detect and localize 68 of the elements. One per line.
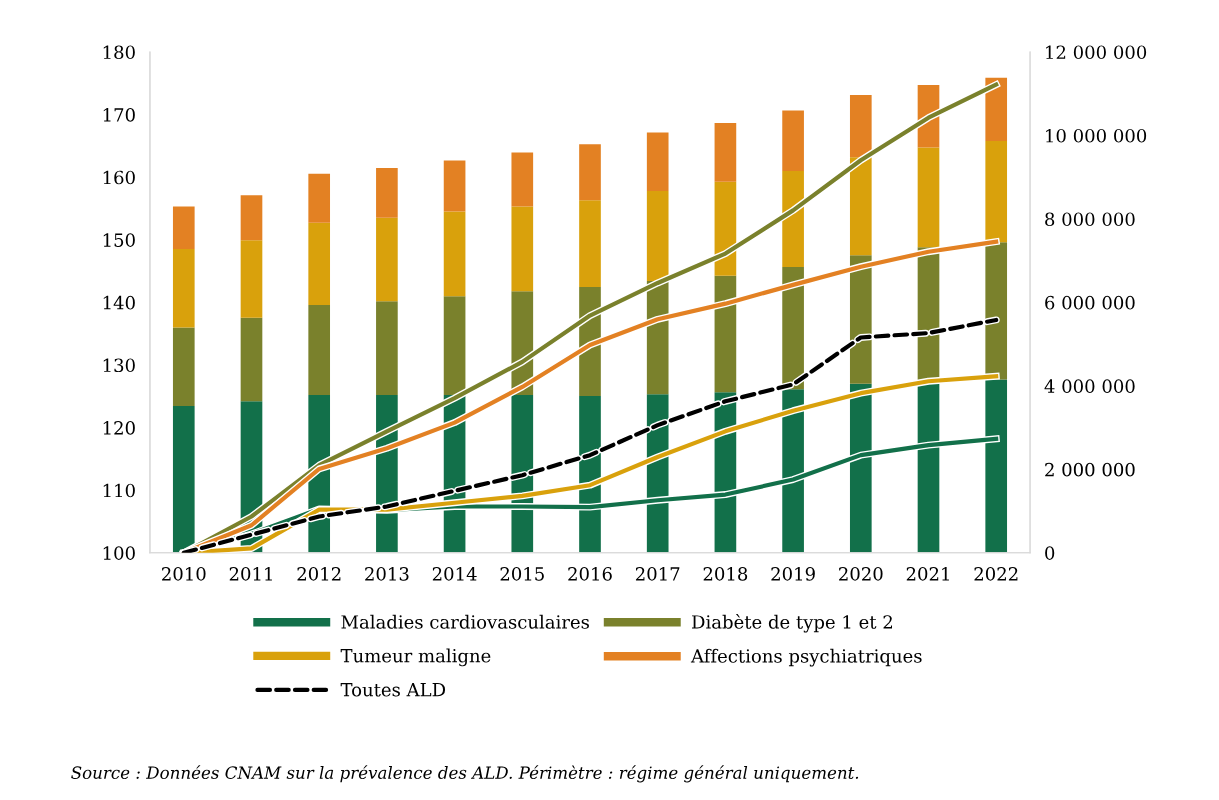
y-tick-label: 140 [103,295,135,310]
bar [240,195,263,241]
bar [376,301,398,396]
bar [172,405,195,553]
x-tick-label: 2014 [432,567,477,581]
bar [376,168,398,218]
bar [376,217,398,302]
x-tick-label: 2015 [500,567,544,581]
legend-label: Tumeur maligne [340,648,491,667]
x-tick-label: 2021 [906,567,949,581]
bar [849,94,872,158]
bar [511,152,534,207]
bar [714,122,737,182]
y-tick-label: 120 [103,421,135,435]
y2-tick-label: 2 000 000 [1045,462,1135,477]
bar [240,240,263,318]
bar [985,140,1008,243]
bar [240,317,263,402]
legend-label: Affections psychiatriques [690,648,922,667]
bar [308,222,331,305]
source-note: Source : Données CNAM sur la prévalence des ALD. Périmètre : régime général uniquement. [71,765,859,783]
x-tick-label: 2019 [771,567,815,581]
y2-tick-label: 10 000 000 [1046,128,1147,143]
y-tick-label: 180 [103,45,135,60]
bar [172,206,195,249]
bar [985,242,1008,380]
bar [443,211,466,297]
bar [443,160,466,212]
y-tick-label: 170 [103,108,135,122]
bar [579,144,601,201]
x-tick-label: 2017 [635,567,680,581]
bar [172,248,195,328]
x-tick-label: 2010 [162,567,206,581]
y-tick-label: 100 [103,546,135,560]
bar [849,157,872,256]
y-tick-label: 150 [103,233,135,247]
bar [443,296,466,396]
legend-label: Toutes ALD [340,683,446,697]
x-tick-label: 2020 [839,567,883,581]
legend-label: Diabète de type 1 et 2 [692,614,892,633]
y2-tick-label: 6 000 000 [1045,295,1135,310]
x-tick-label: 2013 [365,567,409,581]
bar [646,281,669,395]
bar [646,190,669,282]
bar [646,132,669,191]
bar [782,170,804,267]
x-tick-label: 2018 [703,567,748,581]
x-tick-label: 2016 [568,567,612,581]
x-tick-label: 2022 [974,567,1018,581]
y2-tick-label: 4 000 000 [1044,379,1135,393]
y-tick-label: 110 [103,483,135,498]
legend-label: Maladies cardiovasculaires [341,614,589,629]
y-tick-label: 160 [103,170,135,185]
bar [917,147,940,248]
bar [172,327,195,406]
y-tick-label: 130 [103,358,135,373]
bar [308,173,331,223]
y2-tick-label: 0 [1045,546,1055,560]
y2-tick-label: 12 000 000 [1046,45,1147,60]
bar [782,110,804,171]
bar [579,200,601,287]
y2-tick-label: 8 000 000 [1045,212,1135,227]
bar [308,304,331,396]
bar [714,275,737,393]
bar [511,206,534,292]
bar [985,77,1008,141]
x-tick-label: 2012 [297,567,341,581]
x-tick-label: 2011 [229,567,272,581]
